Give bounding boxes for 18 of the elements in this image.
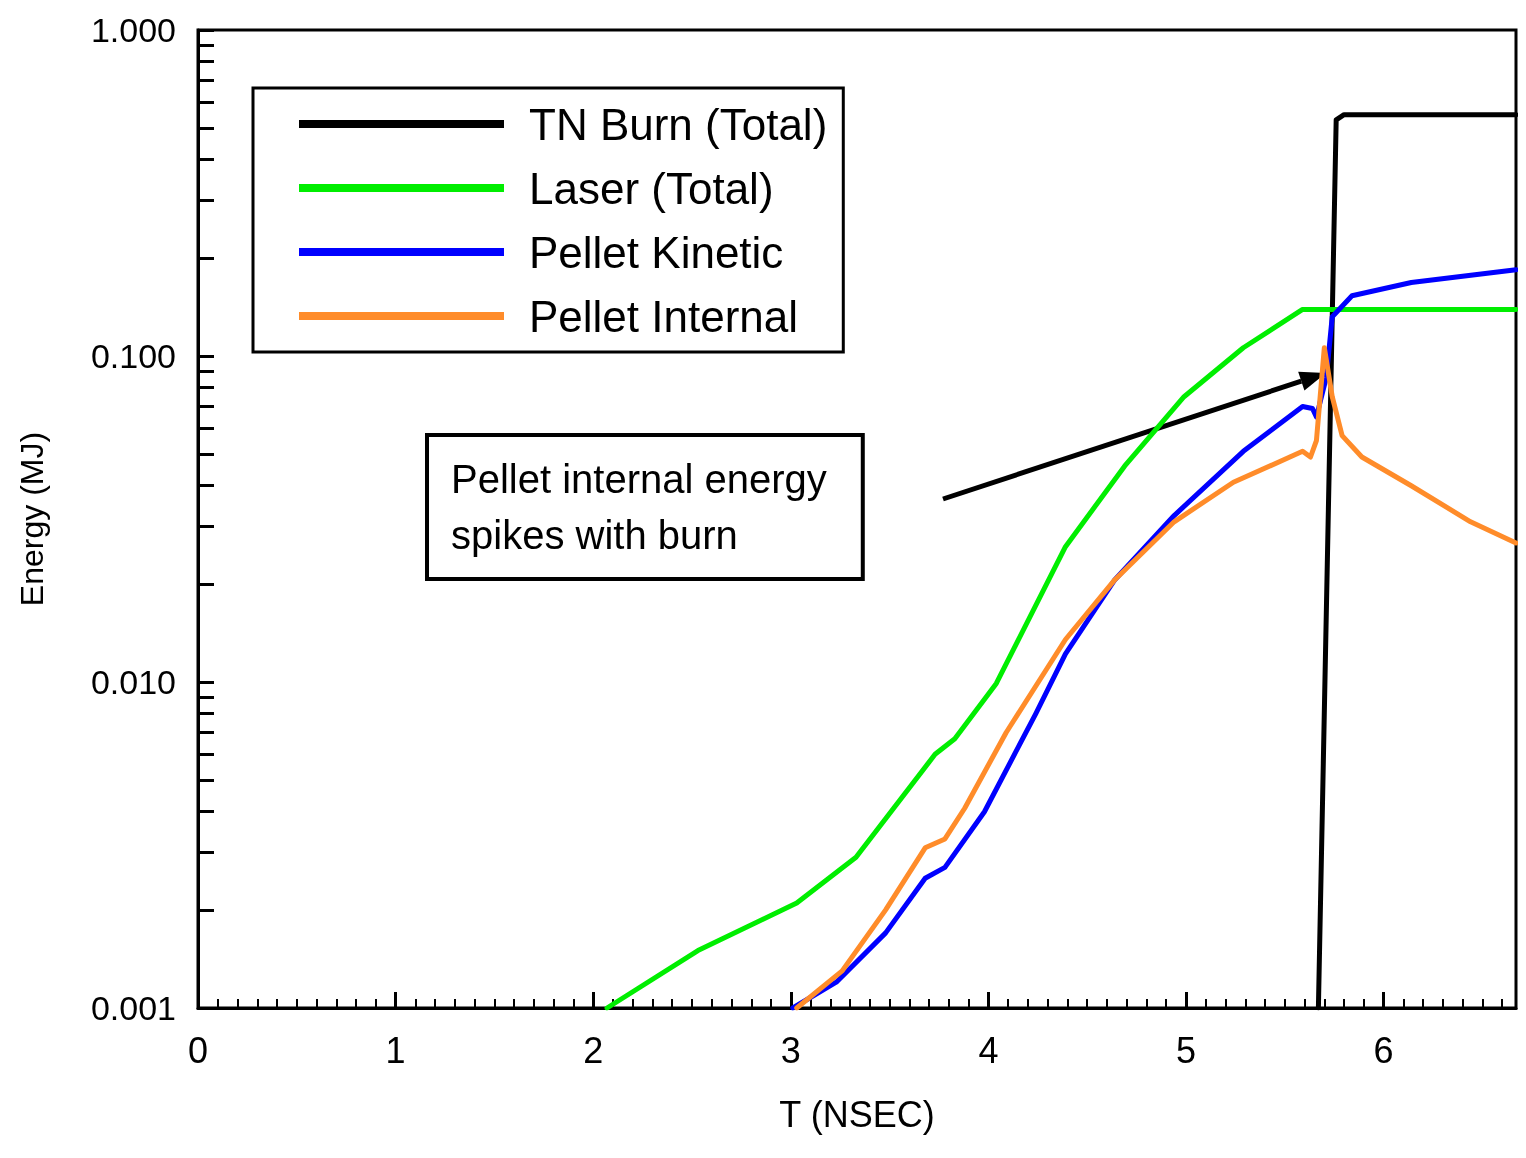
y-axis-title: Energy (MJ) <box>14 431 50 607</box>
x-tick-label: 6 <box>1373 1029 1394 1071</box>
x-axis-title: T (NSEC) <box>779 1093 935 1135</box>
annotation: Pellet internal energy spikes with burn <box>451 457 827 557</box>
y-tick-label: 1.000 <box>90 11 176 49</box>
y-tick-label: 0.100 <box>90 337 176 375</box>
legend-label: Pellet Kinetic <box>529 227 784 277</box>
x-tick-label: 5 <box>1175 1029 1197 1071</box>
legend-label: TN Burn (Total) <box>529 99 828 149</box>
x-tick-label: 3 <box>780 1029 801 1071</box>
x-tick-label: 0 <box>187 1029 209 1071</box>
x-tick-label: 2 <box>583 1029 604 1071</box>
x-tick-label: 1 <box>385 1029 406 1071</box>
y-tick-label: 0.010 <box>90 663 176 701</box>
legend-label: Laser (Total) <box>529 163 774 213</box>
x-tick-label: 4 <box>978 1029 999 1071</box>
y-tick-label: 0.001 <box>90 989 176 1027</box>
legend-label: Pellet Internal <box>529 291 799 341</box>
